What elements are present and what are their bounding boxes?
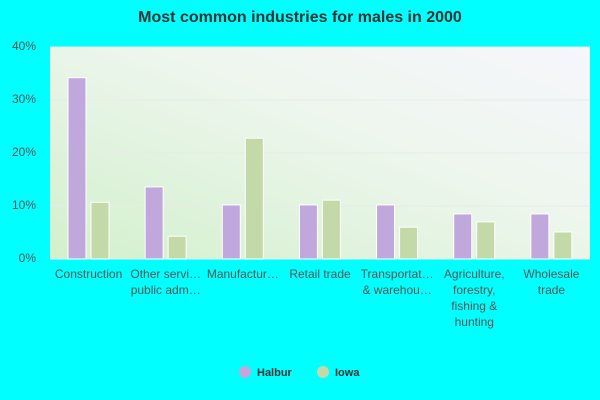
x-tick-label: Construction bbox=[55, 267, 122, 281]
bar bbox=[453, 213, 473, 260]
bar bbox=[321, 199, 341, 260]
bar bbox=[530, 213, 550, 260]
chart-title: Most common industries for males in 2000 bbox=[138, 9, 462, 26]
y-tick-label: 40% bbox=[12, 39, 36, 53]
bar bbox=[476, 221, 496, 260]
bar bbox=[553, 231, 573, 260]
legend-label: Halbur bbox=[257, 367, 293, 379]
legend-label: Iowa bbox=[335, 367, 360, 379]
bar bbox=[244, 137, 264, 260]
legend-swatch bbox=[239, 366, 251, 378]
bar bbox=[221, 204, 241, 260]
x-tick-label: Other servi… public adm… bbox=[130, 267, 201, 297]
y-tick-label: 0% bbox=[19, 251, 37, 265]
x-tick-label: Agriculture, forestry, fishing & hunting bbox=[444, 267, 505, 329]
bar bbox=[90, 201, 110, 260]
x-tick-label: Manufactur… bbox=[207, 267, 279, 281]
legend-swatch bbox=[317, 366, 329, 378]
bar bbox=[144, 186, 164, 260]
y-tick-label: 30% bbox=[12, 92, 36, 106]
bar bbox=[298, 204, 318, 260]
x-tick-label: Transportat… & warehou… bbox=[361, 267, 434, 297]
y-tick-label: 20% bbox=[12, 145, 36, 159]
bar bbox=[67, 77, 87, 260]
bar bbox=[399, 226, 419, 260]
x-tick-label: Wholesale trade bbox=[523, 267, 579, 297]
y-tick-label: 10% bbox=[12, 198, 36, 212]
bar bbox=[167, 235, 187, 260]
x-tick-label: Retail trade bbox=[289, 267, 351, 281]
bar bbox=[376, 204, 396, 260]
